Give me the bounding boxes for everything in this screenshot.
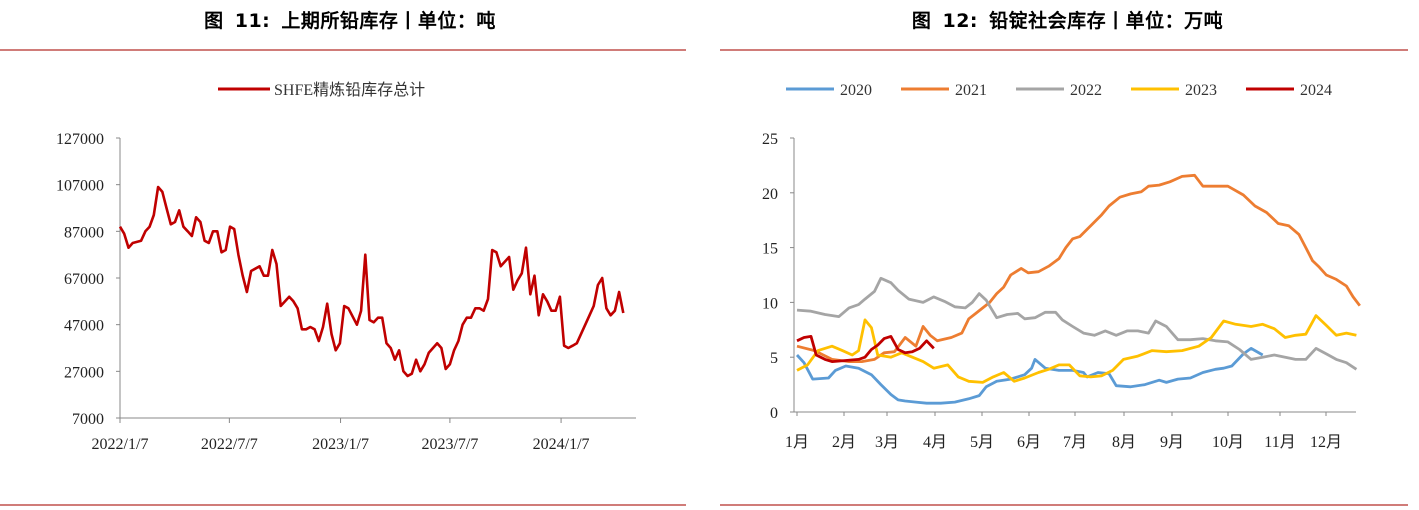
- x-tick-label: 2023/7/7: [421, 436, 478, 453]
- figure-11-panel: 图 11: 上期所铅库存丨单位：吨 7000 27000 47000 67000 870…: [0, 0, 700, 510]
- figure-label: 图: [911, 10, 932, 32]
- x-tick-label: 2024/1/7: [533, 436, 590, 453]
- y-tick-label: 27000: [64, 364, 104, 381]
- legend-label: 2021: [955, 82, 987, 99]
- legend-label: SHFE精炼铅库存总计: [274, 81, 425, 99]
- shfe-lead-inventory-chart: 7000 27000 47000 67000 87000 107000 127000 2022…: [0, 49, 686, 506]
- x-tick-label: 1月: [785, 434, 809, 451]
- x-tick-label: 2月: [832, 434, 856, 451]
- figure-number: 12:: [942, 10, 979, 32]
- x-tick-label: 3月: [875, 434, 899, 451]
- legend-label: 2023: [1185, 82, 1217, 99]
- x-tick-label: 2022/1/7: [92, 436, 149, 453]
- legend-label: 2022: [1070, 82, 1102, 99]
- legend: SHFE精炼铅库存总计: [218, 81, 425, 99]
- figure-12-title: 图 12: 铅锭社会库存丨单位：万吨: [716, 6, 1419, 33]
- x-tick-label: 5月: [970, 434, 994, 451]
- x-tick-label: 9月: [1160, 434, 1184, 451]
- y-tick-label: 67000: [64, 271, 104, 288]
- x-tick-label: 11月: [1264, 434, 1295, 451]
- legend-label: 2024: [1300, 82, 1332, 99]
- x-tick-label: 12月: [1310, 434, 1342, 451]
- y-tick-label: 127000: [56, 131, 104, 148]
- legend-label: 2020: [840, 82, 872, 99]
- series-line-shfe-lead: [118, 185, 625, 378]
- legend-item-2021: 2021: [901, 82, 987, 99]
- series-line-2023: [796, 314, 1357, 384]
- legend-item-2022: 2022: [1016, 82, 1102, 99]
- x-tick-label: 10月: [1212, 434, 1244, 451]
- y-tick-label: 20: [762, 186, 778, 203]
- figure-number: 11:: [234, 10, 271, 32]
- series-line-2024: [796, 335, 935, 363]
- y-tick-label: 7000: [72, 411, 104, 428]
- figure-title-text: 上期所铅库存丨单位：吨: [281, 10, 496, 32]
- x-tick-label: 2022/7/7: [201, 436, 258, 453]
- legend-item-2023: 2023: [1131, 82, 1217, 99]
- x-tick-label: 4月: [923, 434, 947, 451]
- series-line-2022: [796, 276, 1358, 371]
- figure-title-text: 铅锭社会库存丨单位：万吨: [989, 10, 1224, 32]
- figure-label: 图: [204, 10, 224, 32]
- y-tick-label: 15: [762, 241, 778, 258]
- lead-ingot-social-inventory-chart: 0 5 10 15 20 25 1月 2月 3月 4月 5月 6月 7月 8月 9月 10月 11月 12月 202…: [720, 49, 1408, 506]
- x-tick-label: 8月: [1112, 434, 1136, 451]
- x-tick-label: 7月: [1063, 434, 1087, 451]
- x-tick-label: 6月: [1017, 434, 1041, 451]
- y-tick-label: 107000: [56, 178, 104, 195]
- legend-item-2020: 2020: [786, 82, 872, 99]
- y-tick-label: 5: [770, 350, 778, 367]
- series-line-2021: [796, 173, 1361, 363]
- legend-item-2024: 2024: [1246, 82, 1332, 99]
- y-tick-label: 10: [762, 295, 778, 312]
- figure-11-title: 图 11: 上期所铅库存丨单位：吨: [0, 6, 700, 33]
- y-tick-label: 25: [762, 131, 778, 148]
- y-tick-label: 47000: [64, 318, 104, 335]
- y-tick-label: 87000: [64, 224, 104, 241]
- y-tick-label: 0: [770, 405, 778, 422]
- series-line-2020: [795, 347, 1264, 405]
- x-tick-label: 2023/1/7: [312, 436, 369, 453]
- figure-12-panel: 图 12: 铅锭社会库存丨单位：万吨 0 5 10 15 20 25 1月 2月 3月 4月 5月 6…: [716, 0, 1419, 510]
